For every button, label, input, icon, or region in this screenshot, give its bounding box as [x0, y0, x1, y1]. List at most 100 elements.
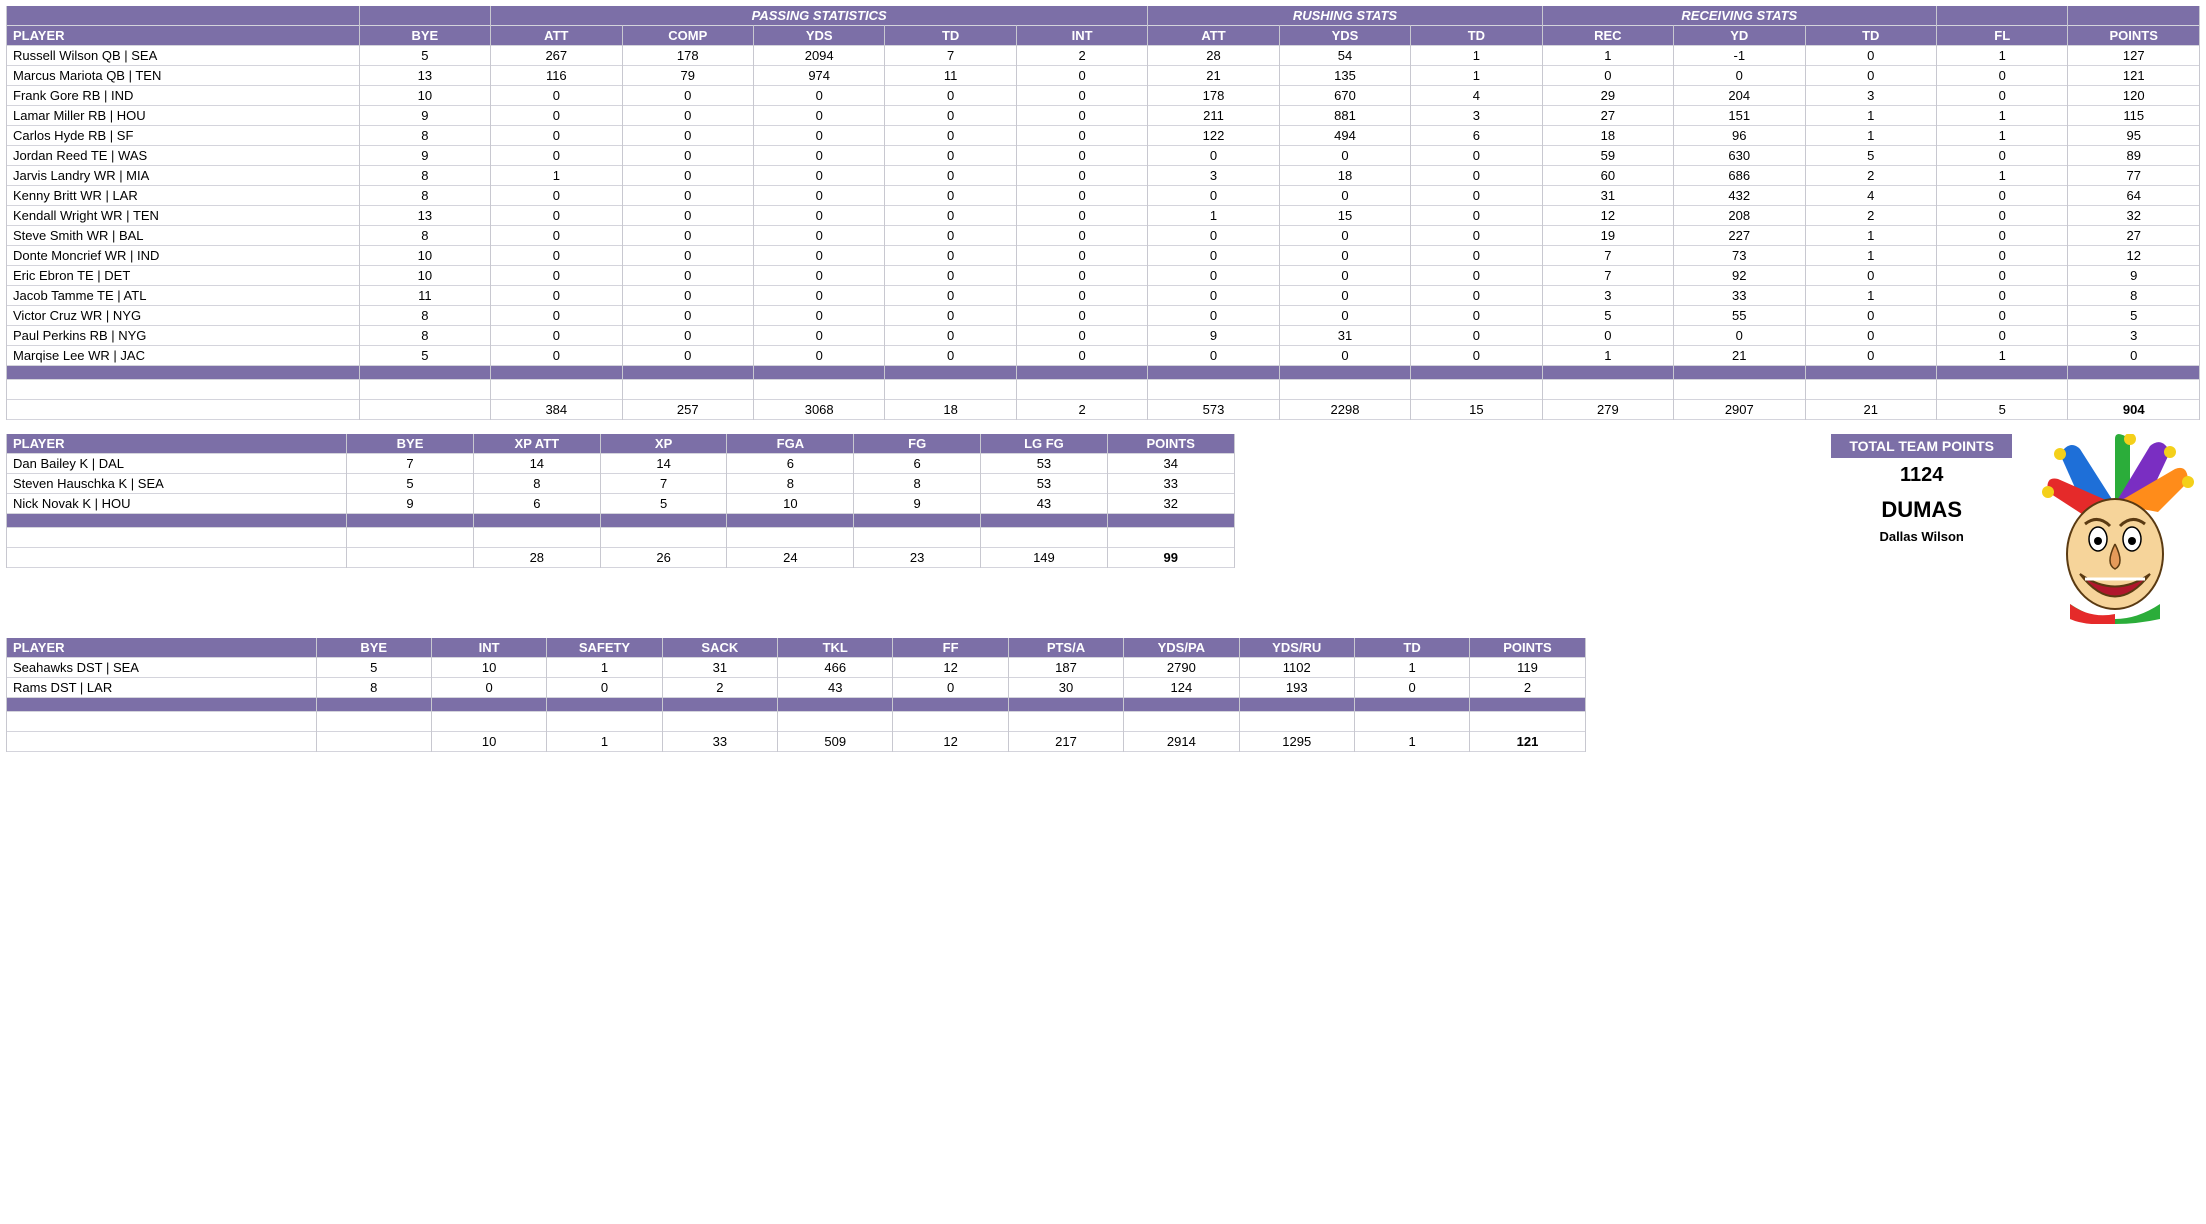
stat-cell: 0: [1279, 266, 1410, 286]
stat-cell: 0: [622, 146, 753, 166]
player-cell: Frank Gore RB | IND: [7, 86, 360, 106]
kicking-table: PLAYERBYEXP ATTXPFGAFGLG FGPOINTS Dan Ba…: [6, 434, 1235, 568]
stat-cell: 1: [1805, 286, 1936, 306]
stat-cell: 18: [1279, 166, 1410, 186]
stat-cell: 1: [1542, 46, 1673, 66]
stat-cell: 0: [1805, 266, 1936, 286]
total-cell: 217: [1008, 732, 1123, 752]
stat-cell: 3: [1148, 166, 1279, 186]
stat-cell: 0: [1016, 186, 1147, 206]
offense-table: PASSING STATISTICS RUSHING STATS RECEIVI…: [6, 6, 2200, 420]
stat-cell: 0: [753, 286, 884, 306]
table-row: Victor Cruz WR | NYG800000000555005: [7, 306, 2200, 326]
col-header: SACK: [662, 638, 777, 658]
stat-cell: 0: [1674, 66, 1805, 86]
stat-cell: 0: [753, 306, 884, 326]
total-cell: 2: [1016, 400, 1147, 420]
stat-cell: 2790: [1124, 658, 1239, 678]
stat-cell: 0: [1016, 126, 1147, 146]
table-row: Marqise Lee WR | JAC500000000121010: [7, 346, 2200, 366]
stat-cell: 0: [1016, 246, 1147, 266]
col-header: TD: [1411, 26, 1542, 46]
stat-cell: 0: [1936, 206, 2067, 226]
team-points: 1124: [1831, 464, 2012, 487]
stat-cell: 10: [431, 658, 546, 678]
total-cell: 279: [1542, 400, 1673, 420]
col-header: TKL: [778, 638, 893, 658]
stat-cell: 974: [753, 66, 884, 86]
stat-cell: 0: [1936, 226, 2067, 246]
stat-cell: 14: [473, 454, 600, 474]
stat-cell: 8: [359, 226, 490, 246]
stat-cell: 14: [600, 454, 727, 474]
stat-cell: 33: [1674, 286, 1805, 306]
team-summary: TOTAL TEAM POINTS 1124 DUMAS Dallas Wils…: [1831, 434, 2012, 544]
total-cell: 15: [1411, 400, 1542, 420]
stat-cell: 0: [885, 266, 1016, 286]
player-cell: Jacob Tamme TE | ATL: [7, 286, 360, 306]
col-header: SAFETY: [547, 638, 662, 658]
stat-cell: 211: [1148, 106, 1279, 126]
stat-cell: 0: [1936, 86, 2067, 106]
stat-cell: 2: [1016, 46, 1147, 66]
stat-cell: 3: [1542, 286, 1673, 306]
totals-row: 1013350912217291412951121: [7, 732, 1586, 752]
stat-cell: 494: [1279, 126, 1410, 146]
stat-cell: 0: [1805, 306, 1936, 326]
player-cell: Nick Novak K | HOU: [7, 494, 347, 514]
stat-cell: 0: [1016, 106, 1147, 126]
table-row: Donte Moncrief WR | IND10000000007731012: [7, 246, 2200, 266]
stat-cell: 13: [359, 206, 490, 226]
stat-cell: 1: [1148, 206, 1279, 226]
stat-cell: 0: [753, 266, 884, 286]
player-cell: Rams DST | LAR: [7, 678, 317, 698]
stat-cell: 0: [1016, 206, 1147, 226]
total-cell: 24: [727, 548, 854, 568]
stat-cell: 1: [1936, 106, 2067, 126]
stat-cell: 0: [885, 166, 1016, 186]
total-cell: [316, 732, 431, 752]
stat-cell: 31: [662, 658, 777, 678]
stat-cell: 27: [1542, 106, 1673, 126]
total-cell: 149: [981, 548, 1108, 568]
stat-cell: 60: [1542, 166, 1673, 186]
stat-cell: 127: [2068, 46, 2200, 66]
stat-cell: 1: [1936, 126, 2067, 146]
player-cell: Dan Bailey K | DAL: [7, 454, 347, 474]
stat-cell: 0: [1936, 66, 2067, 86]
stat-cell: 0: [1411, 226, 1542, 246]
stat-cell: 0: [1279, 246, 1410, 266]
total-cell: 12: [893, 732, 1008, 752]
col-header: PLAYER: [7, 26, 360, 46]
stat-cell: 0: [1148, 226, 1279, 246]
total-cell: 5: [1936, 400, 2067, 420]
total-cell: 573: [1148, 400, 1279, 420]
stat-cell: 30: [1008, 678, 1123, 698]
stat-cell: 1: [1936, 46, 2067, 66]
total-cell: 384: [491, 400, 622, 420]
stat-cell: 1: [1354, 658, 1469, 678]
stat-cell: 178: [1148, 86, 1279, 106]
total-cell: 257: [622, 400, 753, 420]
separator-row: [7, 698, 1586, 712]
stat-cell: 0: [491, 146, 622, 166]
total-cell: 904: [2068, 400, 2200, 420]
col-header: FG: [854, 434, 981, 454]
col-header: POINTS: [1107, 434, 1234, 454]
stat-cell: 2: [662, 678, 777, 698]
stat-cell: 0: [1674, 326, 1805, 346]
stat-cell: 0: [1279, 306, 1410, 326]
stat-cell: 0: [885, 286, 1016, 306]
stat-cell: 33: [1107, 474, 1234, 494]
stat-cell: 0: [1411, 146, 1542, 166]
blank-row: [7, 712, 1586, 732]
stat-cell: 204: [1674, 86, 1805, 106]
stat-cell: 2094: [753, 46, 884, 66]
col-header: PLAYER: [7, 638, 317, 658]
stat-cell: 0: [622, 106, 753, 126]
stat-cell: 8: [359, 306, 490, 326]
stat-cell: 116: [491, 66, 622, 86]
table-row: Jarvis Landry WR | MIA810000318060686217…: [7, 166, 2200, 186]
stat-cell: 0: [753, 206, 884, 226]
stat-cell: 1: [1805, 226, 1936, 246]
